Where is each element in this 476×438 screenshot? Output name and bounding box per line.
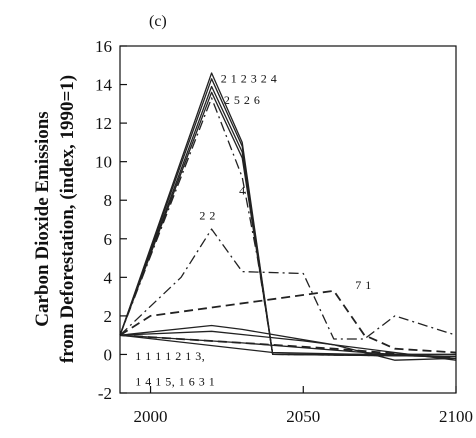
x-tick-label: 2050	[286, 407, 320, 426]
y-tick-label: 16	[95, 37, 112, 56]
series-annotation: 1 4 1 5, 1 6 3 1	[135, 374, 215, 388]
series-annotation: 2 2	[199, 209, 216, 223]
series-line	[119, 97, 457, 358]
series-line	[119, 334, 457, 358]
series-annotation: 4	[239, 183, 246, 197]
y-axis-label-line1: Carbon Dioxide Emissions	[32, 111, 53, 326]
series-annotation: 2 5 2 6	[224, 93, 261, 107]
y-axis-label-line2: from Deforestation, (index, 1990=1)	[57, 75, 78, 363]
series-line	[119, 334, 457, 360]
series-line	[119, 72, 456, 356]
series-line	[119, 228, 457, 340]
y-tick-label: 0	[104, 345, 113, 364]
x-tick-label: 2000	[134, 407, 168, 426]
y-tick-label: 14	[95, 76, 113, 95]
series-line	[119, 289, 457, 354]
series-line	[119, 330, 457, 361]
y-tick-label: 12	[95, 114, 112, 133]
y-tick-label: 6	[104, 230, 113, 249]
y-tick-label: 10	[95, 153, 112, 172]
y-tick-label: 4	[104, 268, 113, 287]
x-tick-label: 2100	[439, 407, 473, 426]
y-tick-label: 2	[104, 307, 113, 326]
series-line	[119, 91, 457, 358]
series-line	[119, 85, 457, 358]
panel-label: (c)	[149, 13, 167, 30]
y-tick-label: 8	[104, 191, 113, 210]
plot-frame	[119, 45, 457, 394]
series-annotation: 2 1 2 3 2 4	[221, 72, 277, 86]
series-annotation: 7 1	[355, 278, 372, 292]
series-line	[119, 324, 457, 361]
series-annotation: 1 1 1 1 2 1 3,	[135, 349, 205, 363]
y-tick-label: -2	[98, 384, 112, 403]
